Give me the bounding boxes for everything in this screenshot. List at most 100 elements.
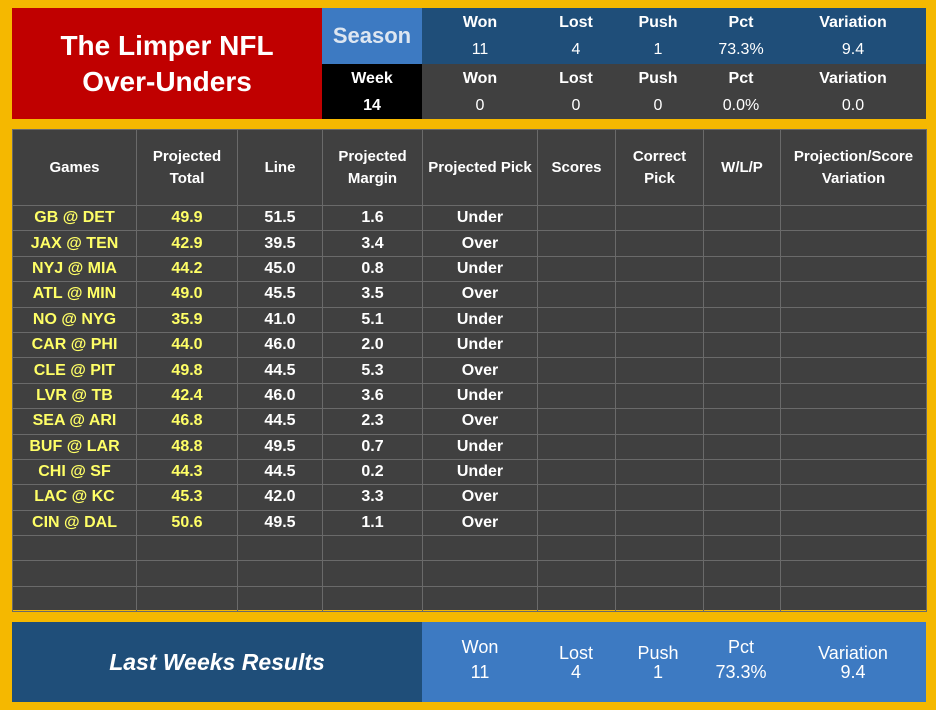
scores-cell[interactable] <box>537 230 616 257</box>
projected-margin-cell[interactable]: 0.2 <box>322 458 423 486</box>
projected-total-cell[interactable]: 42.9 <box>136 230 238 257</box>
correct-pick-cell[interactable] <box>615 458 704 486</box>
game-cell[interactable]: CAR @ PHI <box>12 331 137 359</box>
line-cell[interactable]: 46.0 <box>237 331 323 359</box>
correct-pick-cell[interactable] <box>615 433 704 460</box>
projected-pick-cell[interactable] <box>422 560 538 587</box>
projected-pick-cell[interactable]: Under <box>422 433 538 460</box>
line-cell[interactable]: 49.5 <box>237 509 323 537</box>
projected-total-cell[interactable]: 44.0 <box>136 331 238 359</box>
projected-total-cell[interactable] <box>136 585 238 613</box>
line-cell[interactable] <box>237 585 323 613</box>
projected-total-cell[interactable]: 49.8 <box>136 357 238 384</box>
wlp-cell[interactable] <box>703 255 781 283</box>
variation-cell[interactable] <box>780 458 927 486</box>
correct-pick-cell[interactable] <box>615 230 704 257</box>
projected-pick-cell[interactable]: Under <box>422 255 538 283</box>
variation-cell[interactable] <box>780 306 927 333</box>
game-cell[interactable]: CLE @ PIT <box>12 357 137 384</box>
wlp-cell[interactable] <box>703 458 781 486</box>
scores-cell[interactable] <box>537 585 616 613</box>
correct-pick-cell[interactable] <box>615 255 704 283</box>
line-cell[interactable] <box>237 535 323 562</box>
game-cell[interactable]: CHI @ SF <box>12 458 137 486</box>
correct-pick-cell[interactable] <box>615 408 704 435</box>
projected-pick-cell[interactable] <box>422 535 538 562</box>
line-cell[interactable] <box>237 560 323 587</box>
variation-cell[interactable] <box>780 484 927 511</box>
line-cell[interactable]: 51.5 <box>237 204 323 232</box>
projected-margin-cell[interactable] <box>322 535 423 562</box>
projected-total-cell[interactable]: 50.6 <box>136 509 238 537</box>
projected-total-cell[interactable] <box>136 535 238 562</box>
correct-pick-cell[interactable] <box>615 306 704 333</box>
correct-pick-cell[interactable] <box>615 509 704 537</box>
scores-cell[interactable] <box>537 306 616 333</box>
projected-pick-cell[interactable]: Under <box>422 306 538 333</box>
game-cell[interactable]: NO @ NYG <box>12 306 137 333</box>
variation-cell[interactable] <box>780 382 927 410</box>
scores-cell[interactable] <box>537 204 616 232</box>
line-cell[interactable]: 45.5 <box>237 281 323 308</box>
wlp-cell[interactable] <box>703 433 781 460</box>
variation-cell[interactable] <box>780 230 927 257</box>
line-cell[interactable]: 42.0 <box>237 484 323 511</box>
correct-pick-cell[interactable] <box>615 331 704 359</box>
scores-cell[interactable] <box>537 281 616 308</box>
line-cell[interactable]: 49.5 <box>237 433 323 460</box>
projected-pick-cell[interactable]: Under <box>422 331 538 359</box>
projected-margin-cell[interactable]: 3.4 <box>322 230 423 257</box>
projected-total-cell[interactable]: 35.9 <box>136 306 238 333</box>
scores-cell[interactable] <box>537 255 616 283</box>
projected-pick-cell[interactable]: Under <box>422 458 538 486</box>
correct-pick-cell[interactable] <box>615 535 704 562</box>
projected-pick-cell[interactable] <box>422 585 538 613</box>
line-cell[interactable]: 44.5 <box>237 408 323 435</box>
projected-total-cell[interactable]: 44.3 <box>136 458 238 486</box>
line-cell[interactable]: 41.0 <box>237 306 323 333</box>
variation-cell[interactable] <box>780 255 927 283</box>
game-cell[interactable]: JAX @ TEN <box>12 230 137 257</box>
wlp-cell[interactable] <box>703 306 781 333</box>
wlp-cell[interactable] <box>703 357 781 384</box>
projected-margin-cell[interactable]: 5.3 <box>322 357 423 384</box>
projected-total-cell[interactable]: 45.3 <box>136 484 238 511</box>
line-cell[interactable]: 44.5 <box>237 458 323 486</box>
correct-pick-cell[interactable] <box>615 585 704 613</box>
wlp-cell[interactable] <box>703 230 781 257</box>
projected-margin-cell[interactable]: 3.6 <box>322 382 423 410</box>
line-cell[interactable]: 45.0 <box>237 255 323 283</box>
projected-margin-cell[interactable]: 3.3 <box>322 484 423 511</box>
variation-cell[interactable] <box>780 281 927 308</box>
correct-pick-cell[interactable] <box>615 382 704 410</box>
wlp-cell[interactable] <box>703 585 781 613</box>
wlp-cell[interactable] <box>703 281 781 308</box>
scores-cell[interactable] <box>537 560 616 587</box>
game-cell[interactable] <box>12 535 137 562</box>
game-cell[interactable]: ATL @ MIN <box>12 281 137 308</box>
projected-total-cell[interactable]: 46.8 <box>136 408 238 435</box>
game-cell[interactable]: NYJ @ MIA <box>12 255 137 283</box>
correct-pick-cell[interactable] <box>615 484 704 511</box>
game-cell[interactable]: SEA @ ARI <box>12 408 137 435</box>
variation-cell[interactable] <box>780 357 927 384</box>
projected-total-cell[interactable]: 48.8 <box>136 433 238 460</box>
projected-margin-cell[interactable] <box>322 560 423 587</box>
projected-total-cell[interactable]: 49.9 <box>136 204 238 232</box>
correct-pick-cell[interactable] <box>615 281 704 308</box>
scores-cell[interactable] <box>537 433 616 460</box>
scores-cell[interactable] <box>537 331 616 359</box>
variation-cell[interactable] <box>780 204 927 232</box>
projected-margin-cell[interactable]: 0.8 <box>322 255 423 283</box>
variation-cell[interactable] <box>780 509 927 537</box>
scores-cell[interactable] <box>537 408 616 435</box>
game-cell[interactable]: GB @ DET <box>12 204 137 232</box>
wlp-cell[interactable] <box>703 535 781 562</box>
scores-cell[interactable] <box>537 458 616 486</box>
wlp-cell[interactable] <box>703 509 781 537</box>
projected-margin-cell[interactable]: 1.6 <box>322 204 423 232</box>
game-cell[interactable]: LVR @ TB <box>12 382 137 410</box>
scores-cell[interactable] <box>537 382 616 410</box>
game-cell[interactable]: BUF @ LAR <box>12 433 137 460</box>
game-cell[interactable] <box>12 560 137 587</box>
